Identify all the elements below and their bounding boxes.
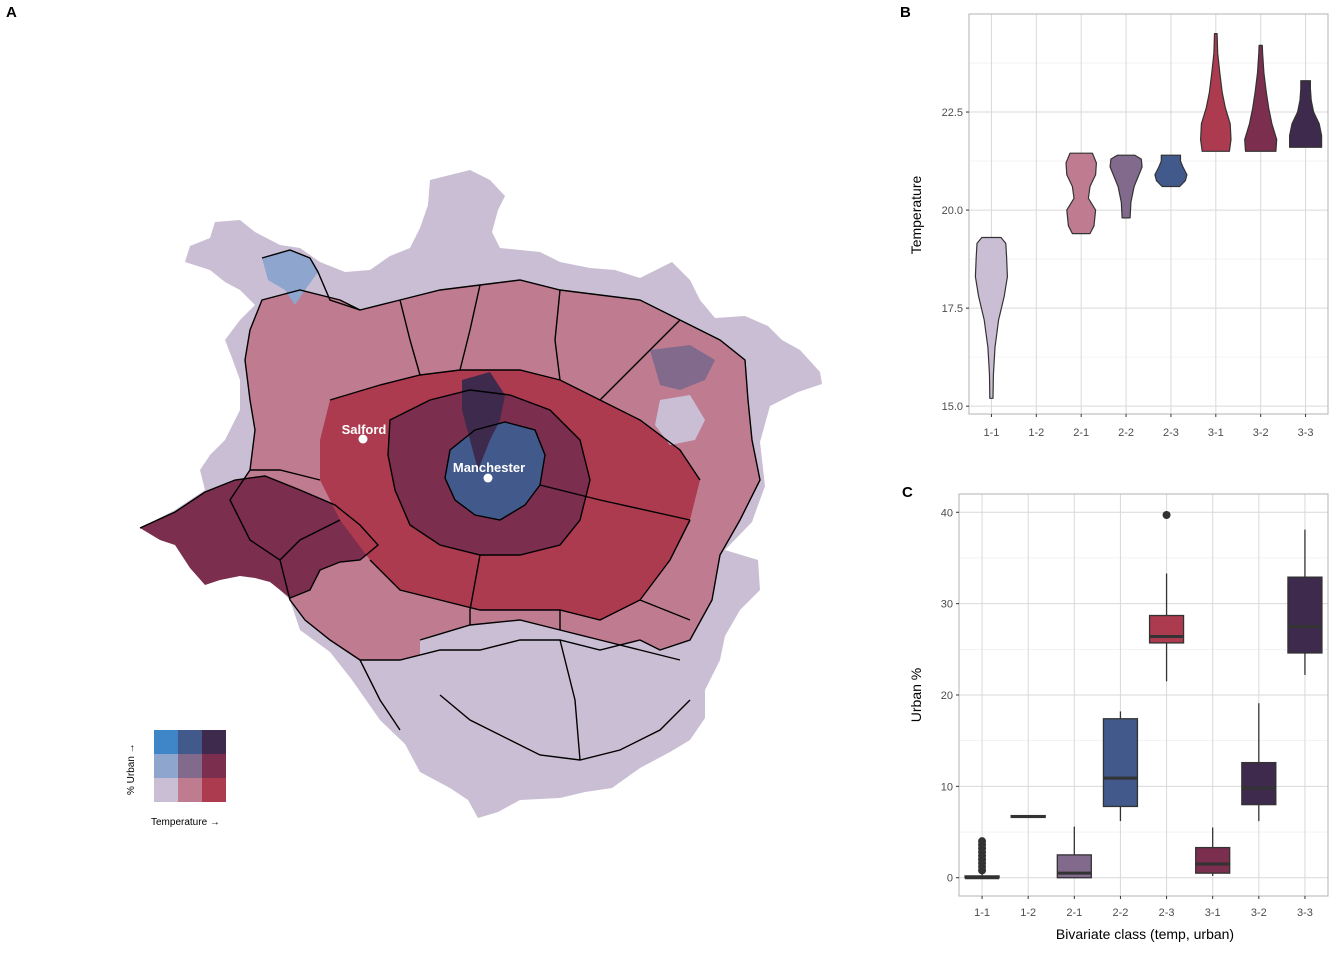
legend-cell-3-2	[202, 754, 226, 778]
violin-panel: 15.0 17.5 20.0 22.5 1-1 1-2 2-1 2-2 2-3 3-1 3-2 3-3	[942, 13, 1329, 439]
box-y-tick-label: 0	[947, 873, 953, 885]
violin-x-tick-label: 1-2	[1028, 427, 1044, 439]
violin-3-2	[1244, 44, 1278, 152]
bivariate-map: Salford Manchester Temperature → % Urban…	[126, 170, 822, 828]
violin-2-1	[1065, 152, 1097, 235]
violin-x-tick-label: 3-1	[1208, 427, 1224, 439]
box-y-tick-label: 40	[941, 507, 953, 519]
legend-cell-2-2	[178, 754, 202, 778]
box-2-2	[1102, 711, 1139, 822]
map-urban-core	[445, 422, 545, 520]
violin-y-tick-label: 22.5	[942, 107, 963, 119]
box-outlier	[978, 837, 987, 846]
legend-cell-1-1	[154, 778, 178, 802]
box-3-3	[1287, 529, 1323, 675]
box-y-tick-label: 20	[941, 690, 953, 702]
legend-x-label: Temperature →	[151, 817, 220, 828]
box-x-tick-label: 1-2	[1020, 907, 1036, 919]
district-boundaries	[139, 249, 761, 761]
box-x-tick-label: 2-1	[1066, 907, 1082, 919]
box-3-2	[1241, 703, 1277, 822]
panel-letter-c: C	[902, 484, 913, 501]
box-iqr	[1148, 614, 1185, 644]
box-x-tick-label: 2-3	[1159, 907, 1175, 919]
boxplot-panel: 0 10 20 30 40 1-1 1-2 2-1 2-2 2-3 3-1 3-2 3-3	[941, 493, 1329, 919]
violin-2-2	[1109, 154, 1143, 219]
panel-letter-b: B	[900, 4, 911, 21]
box-y-tick-label: 10	[941, 781, 953, 793]
city-label-manchester: Manchester	[453, 460, 525, 475]
legend-cell-2-3	[178, 730, 202, 754]
map-ne-light	[655, 395, 705, 445]
violin-x-tick-label: 2-3	[1163, 427, 1179, 439]
box-iqr	[1102, 718, 1139, 808]
violin-x-tick-label: 3-3	[1298, 427, 1314, 439]
violin-y-tick-label: 15.0	[942, 401, 963, 413]
violin-plot-border	[968, 13, 1329, 415]
violin-y-tick-label: 20.0	[942, 205, 963, 217]
box-1-2	[1010, 814, 1046, 819]
legend-y-label: % Urban →	[126, 743, 137, 795]
box-2-1	[1056, 826, 1092, 879]
bivariate-legend	[154, 730, 226, 802]
box-2-3	[1148, 511, 1185, 682]
box-iqr	[1241, 761, 1277, 806]
violin-1-1	[974, 236, 1008, 399]
panel-letter-a: A	[6, 4, 17, 21]
box-iqr	[1287, 576, 1323, 654]
legend-cell-1-3	[154, 730, 178, 754]
violin-x-tick-label: 1-1	[983, 427, 999, 439]
box-x-tick-label: 3-1	[1205, 907, 1221, 919]
salford-marker	[358, 434, 368, 444]
box-x-tick-label: 3-2	[1251, 907, 1267, 919]
violin-y-axis-title: Temperature	[908, 175, 924, 254]
box-iqr	[1195, 846, 1231, 874]
map-south-light	[420, 620, 690, 760]
box-x-tick-label: 3-3	[1297, 907, 1313, 919]
box-x-tick-label: 1-1	[974, 907, 990, 919]
box-1-1	[964, 837, 1000, 880]
violin-plot-background	[969, 14, 1328, 414]
legend-cell-2-1	[178, 778, 202, 802]
violin-y-tick-label: 17.5	[942, 303, 963, 315]
legend-cell-1-2	[154, 754, 178, 778]
legend-cell-3-1	[202, 778, 226, 802]
manchester-marker	[483, 473, 493, 483]
violin-x-tick-label: 3-2	[1253, 427, 1269, 439]
violin-x-tick-label: 2-2	[1118, 427, 1134, 439]
box-y-axis-title: Urban %	[908, 668, 924, 722]
violin-3-3	[1289, 80, 1323, 148]
violin-3-1	[1200, 33, 1232, 152]
violin-2-3	[1154, 154, 1188, 188]
box-3-1	[1195, 827, 1231, 876]
map-east-urban	[650, 345, 715, 390]
city-label-salford: Salford	[342, 422, 387, 437]
violin-x-tick-label: 2-1	[1073, 427, 1089, 439]
box-x-axis-title: Bivariate class (temp, urban)	[1056, 926, 1234, 942]
map-west-district	[140, 476, 378, 598]
box-outlier	[1162, 511, 1171, 520]
map-dense-core	[462, 372, 505, 470]
legend-cell-3-3	[202, 730, 226, 754]
box-x-tick-label: 2-2	[1112, 907, 1128, 919]
box-y-tick-label: 30	[941, 599, 953, 611]
